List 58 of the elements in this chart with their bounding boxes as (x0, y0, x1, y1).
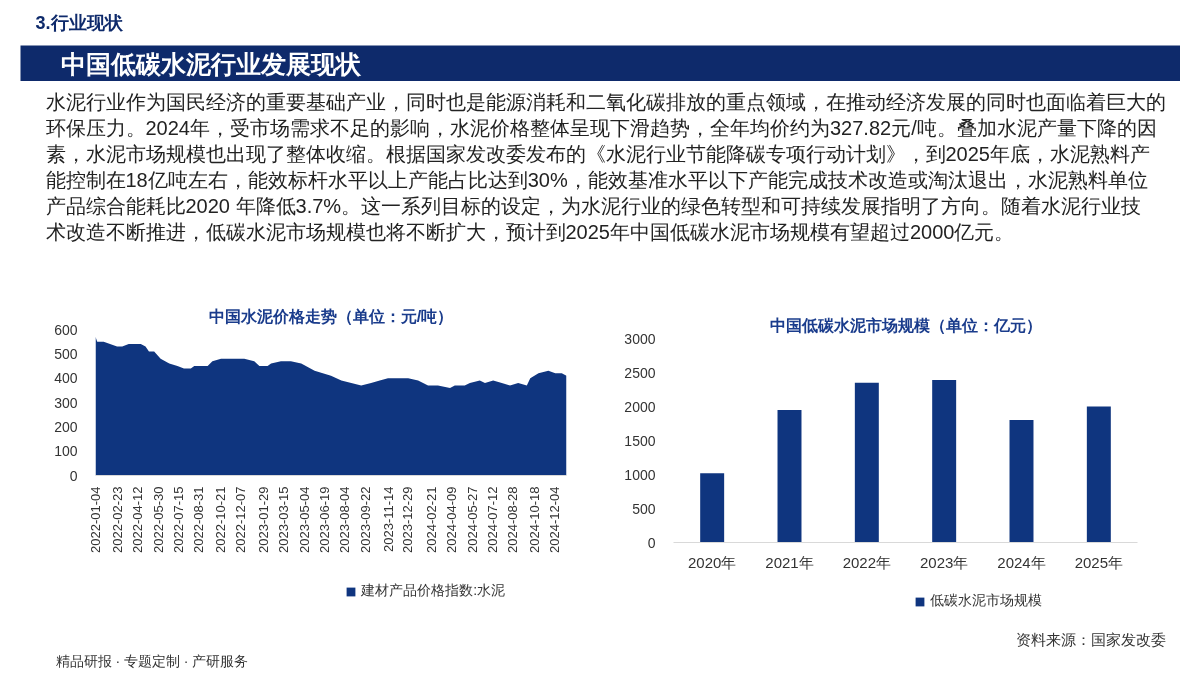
y-tick-label: 100 (54, 443, 78, 460)
bar (854, 382, 879, 543)
y-tick-label: 0 (647, 534, 656, 551)
text: 资料来源：国家发改委 (1015, 631, 1166, 648)
x-tick-label: 2023-12-29 (400, 486, 416, 553)
bar (700, 473, 725, 543)
x-tick-label: 2024-07-12 (484, 486, 500, 553)
x-tick-label: 2022年 (842, 553, 892, 571)
x-tick-label: 2022-02-23 (109, 486, 125, 553)
x-tick-label: 2022-07-15 (170, 486, 186, 553)
x-tick-label: 2022-08-31 (191, 486, 207, 553)
y-tick-label: 500 (632, 500, 656, 517)
x-tick-label: 2023-01-29 (256, 486, 272, 553)
text: 中国低碳水泥行业发展现状 (60, 49, 362, 78)
x-tick-label: 2024-04-09 (444, 486, 460, 553)
x-tick-label: 2024年 (997, 553, 1046, 571)
x-tick-label: 2023-05-04 (297, 486, 313, 553)
bar (932, 379, 957, 543)
text: 3.行业现状 (35, 12, 124, 33)
x-tick-label: 2022-04-12 (130, 486, 146, 553)
y-tick-label: 2000 (624, 398, 656, 415)
x-tick-label: 2024-10-18 (527, 486, 543, 553)
x-tick-label: 2023-03-15 (275, 486, 291, 553)
text: 水泥行业作为国民经济的重要基础产业，同时也是能源消耗和二氧化碳排放的重点领域，在推动经济发展的同时也面临着巨大的环保压力。2024年，受市场需求不足的影响，水泥价格整体呈现下滑趋势，全年均价约为327.82元/吨。叠加水泥产量下降的因素，水泥市场规模也出现了整体收缩。根据国家发改委发布的《水泥行业节能降碳专项行动计划》，到2025年底，水泥熟料产能控制在18亿吨左右，能效标杆水平以上产能占比达到30%，能效基准水平以下产能完成技术改造或淘汰退出，水泥熟料单位产品综合能耗比2020 年降低3.7%。这一系列目标的设定，为水泥行业的绿色转型和可持续发展指明了方向。随着水泥行业技术改造不断推进，低碳水泥市场规模也将不断扩大，预计到2025年中国低碳水泥市场规模有望超过2000亿元。 (45, 90, 1166, 243)
x-tick-label: 2024-08-28 (505, 486, 521, 553)
y-tick-label: 3000 (624, 330, 656, 347)
bar (1086, 406, 1111, 543)
x-tick-label: 2023-11-14 (380, 486, 396, 553)
x-tick-label: 2024-12-04 (547, 486, 563, 553)
x-tick-label: 2023年 (919, 553, 969, 571)
legend-label: 低碳水泥市场规模 (930, 592, 1042, 610)
y-tick-label: 600 (54, 321, 78, 338)
x-tick-label: 2020年 (687, 553, 737, 571)
y-tick-label: 1500 (624, 432, 656, 449)
y-tick-label: 200 (54, 418, 78, 435)
x-tick-label: 2021年 (765, 553, 814, 571)
x-tick-label: 2025年 (1074, 553, 1124, 571)
y-tick-label: 2500 (624, 364, 656, 381)
x-tick-label: 2022-01-04 (88, 486, 103, 553)
x-tick-label: 2022-12-07 (233, 486, 249, 553)
bar (1009, 420, 1034, 543)
y-tick-label: 300 (54, 394, 78, 411)
text: 精品研报 · 专题定制 · 产研服务 (55, 652, 249, 669)
chart-title: 中国低碳水泥市场规模（单位：亿元） (769, 316, 1042, 335)
x-tick-label: 2024-02-21 (423, 486, 439, 553)
legend-label: 建材产品价格指数:水泥 (361, 582, 506, 600)
x-tick-label: 2022-10-21 (213, 486, 229, 553)
y-tick-label: 400 (54, 370, 78, 387)
x-tick-label: 2023-06-19 (317, 486, 333, 553)
y-tick-label: 1000 (624, 466, 656, 483)
bar (777, 409, 802, 543)
x-tick-label: 2024-05-27 (464, 486, 480, 553)
x-tick-label: 2022-05-30 (150, 486, 166, 553)
x-tick-label: 2023-09-22 (358, 486, 374, 553)
x-tick-label: 2023-08-04 (336, 486, 352, 553)
y-tick-label: 500 (54, 345, 78, 362)
y-tick-label: 0 (69, 467, 78, 484)
chart-title: 中国水泥价格走势（单位：元/吨） (208, 307, 454, 326)
